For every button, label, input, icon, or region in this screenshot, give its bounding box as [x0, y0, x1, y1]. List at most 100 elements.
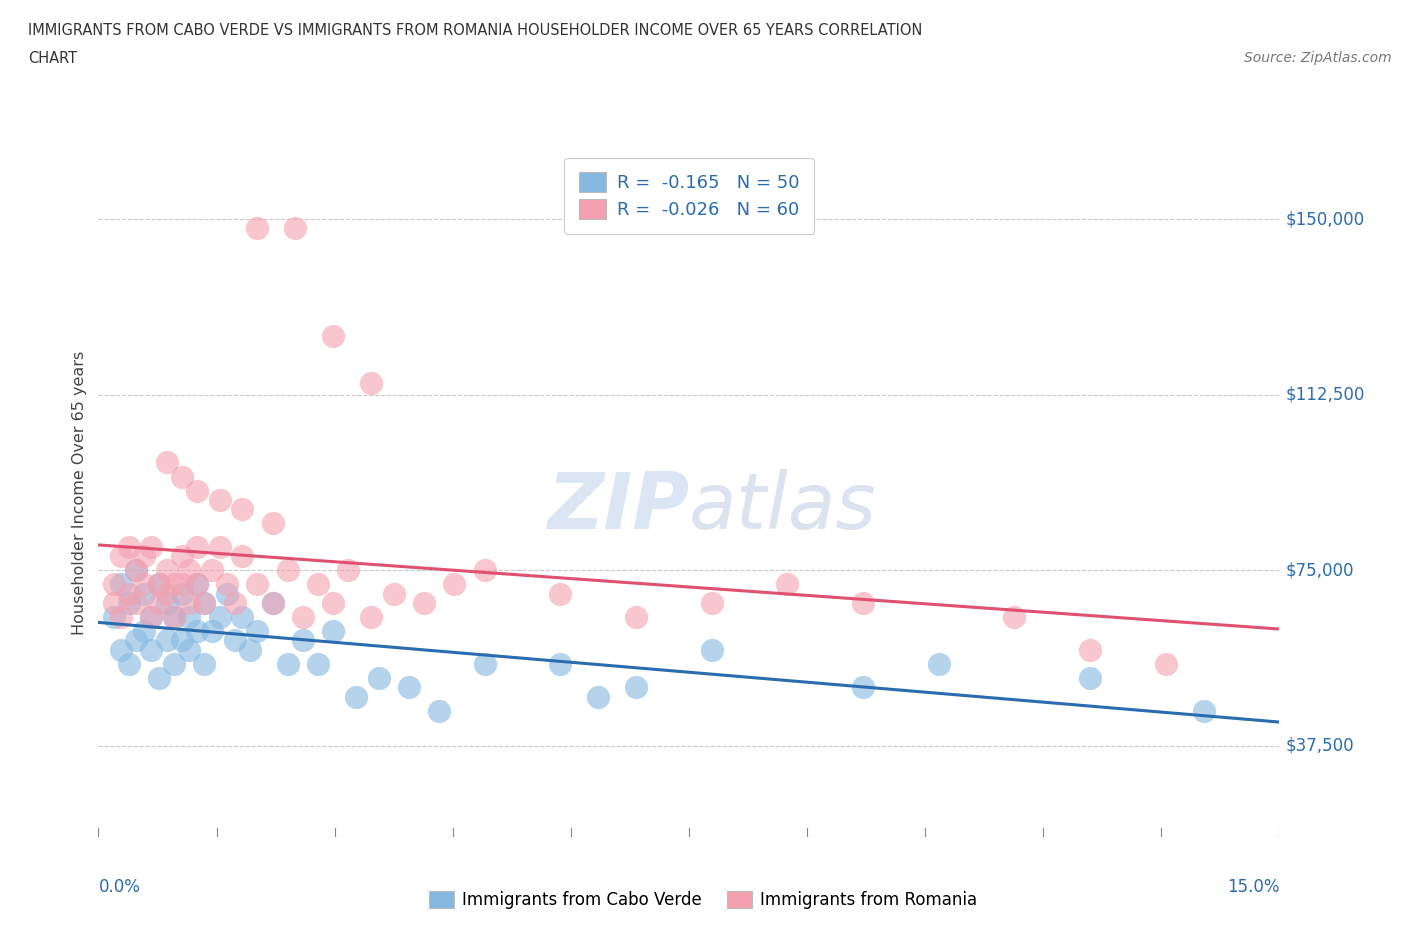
Point — [224, 633, 246, 648]
Legend: Immigrants from Cabo Verde, Immigrants from Romania: Immigrants from Cabo Verde, Immigrants f… — [420, 883, 986, 917]
Text: IMMIGRANTS FROM CABO VERDE VS IMMIGRANTS FROM ROMANIA HOUSEHOLDER INCOME OVER 65: IMMIGRANTS FROM CABO VERDE VS IMMIGRANTS… — [28, 23, 922, 38]
Point — [148, 577, 170, 591]
Point — [586, 689, 609, 704]
Point — [193, 595, 215, 610]
Text: $37,500: $37,500 — [1285, 737, 1354, 755]
Point — [231, 609, 253, 624]
Point — [1078, 643, 1101, 658]
Point — [208, 493, 231, 508]
Point — [201, 563, 224, 578]
Point — [186, 577, 208, 591]
Point — [208, 539, 231, 554]
Point — [322, 624, 344, 639]
Point — [624, 609, 647, 624]
Point — [382, 586, 405, 601]
Text: CHART: CHART — [28, 51, 77, 66]
Point — [148, 577, 170, 591]
Point — [284, 221, 307, 236]
Point — [118, 595, 141, 610]
Point — [148, 595, 170, 610]
Point — [179, 595, 201, 610]
Point — [474, 563, 496, 578]
Point — [322, 328, 344, 343]
Point — [548, 586, 571, 601]
Point — [307, 577, 329, 591]
Point — [163, 657, 186, 671]
Point — [170, 577, 193, 591]
Point — [307, 657, 329, 671]
Point — [217, 586, 239, 601]
Point — [700, 595, 723, 610]
Text: 0.0%: 0.0% — [98, 878, 141, 897]
Point — [110, 549, 132, 564]
Point — [262, 595, 284, 610]
Point — [186, 483, 208, 498]
Legend: R =  -0.165   N = 50, R =  -0.026   N = 60: R = -0.165 N = 50, R = -0.026 N = 60 — [564, 158, 814, 233]
Point — [118, 657, 141, 671]
Point — [201, 624, 224, 639]
Point — [700, 643, 723, 658]
Text: $75,000: $75,000 — [1285, 561, 1354, 579]
Point — [170, 633, 193, 648]
Point — [427, 703, 450, 718]
Point — [231, 502, 253, 517]
Point — [360, 376, 382, 391]
Point — [277, 657, 299, 671]
Point — [118, 539, 141, 554]
Point — [163, 609, 186, 624]
Point — [110, 643, 132, 658]
Point — [155, 586, 177, 601]
Point — [291, 633, 314, 648]
Point — [163, 577, 186, 591]
Text: ZIP: ZIP — [547, 469, 689, 545]
Point — [208, 609, 231, 624]
Point — [179, 643, 201, 658]
Point — [103, 609, 125, 624]
Point — [141, 609, 163, 624]
Point — [155, 455, 177, 470]
Point — [1154, 657, 1177, 671]
Point — [413, 595, 436, 610]
Point — [367, 671, 389, 685]
Text: $112,500: $112,500 — [1285, 386, 1365, 404]
Point — [217, 577, 239, 591]
Point — [132, 624, 155, 639]
Point — [125, 595, 148, 610]
Text: atlas: atlas — [689, 469, 877, 545]
Point — [179, 609, 201, 624]
Point — [262, 595, 284, 610]
Point — [262, 516, 284, 531]
Point — [125, 633, 148, 648]
Point — [360, 609, 382, 624]
Point — [193, 657, 215, 671]
Point — [170, 549, 193, 564]
Point — [132, 577, 155, 591]
Point — [141, 643, 163, 658]
Point — [231, 549, 253, 564]
Point — [443, 577, 465, 591]
Point — [852, 595, 875, 610]
Point — [1004, 609, 1026, 624]
Point — [246, 221, 269, 236]
Point — [193, 595, 215, 610]
Point — [548, 657, 571, 671]
Point — [186, 539, 208, 554]
Point — [1078, 671, 1101, 685]
Point — [125, 563, 148, 578]
Point — [246, 624, 269, 639]
Point — [344, 689, 367, 704]
Point — [291, 609, 314, 624]
Point — [141, 609, 163, 624]
Point — [322, 595, 344, 610]
Point — [186, 577, 208, 591]
Point — [624, 680, 647, 695]
Point — [110, 577, 132, 591]
Point — [776, 577, 799, 591]
Point — [179, 563, 201, 578]
Point — [103, 577, 125, 591]
Text: Source: ZipAtlas.com: Source: ZipAtlas.com — [1244, 51, 1392, 65]
Point — [155, 563, 177, 578]
Point — [110, 609, 132, 624]
Point — [155, 633, 177, 648]
Point — [103, 595, 125, 610]
